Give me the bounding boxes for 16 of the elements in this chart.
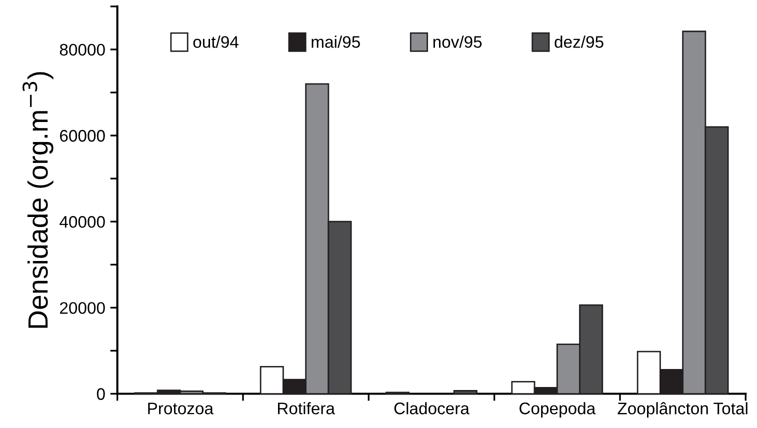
y-tick-label: 40000 (60, 216, 105, 228)
legend-label: mai/95 (312, 36, 360, 48)
bar (453, 390, 478, 394)
x-tick-label: Zooplâncton Total (618, 402, 748, 418)
legend-label: out/94 (193, 36, 238, 48)
y-tick-label: 20000 (60, 302, 105, 314)
y-tick-label: 80000 (60, 44, 105, 56)
y-tick-label: 0 (96, 388, 105, 400)
x-tick-label: Protozoa (148, 402, 214, 414)
x-tick-label: Rotifera (278, 402, 336, 414)
legend-label: nov/95 (433, 36, 482, 48)
x-tick-label: Cladocera (394, 402, 470, 414)
legend-label: dez/95 (554, 36, 604, 48)
x-tick-label: Copepoda (520, 402, 596, 418)
y-tick-label: 60000 (60, 130, 105, 142)
y-axis-title: Densidade (org.m$^{−3}$) (22, 72, 54, 328)
